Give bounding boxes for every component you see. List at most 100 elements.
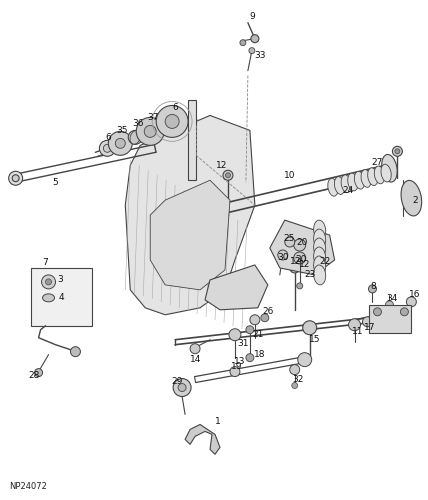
Ellipse shape [334, 176, 345, 194]
Bar [369, 305, 411, 332]
Circle shape [246, 354, 254, 362]
Circle shape [400, 308, 408, 316]
Bar [30, 268, 92, 326]
Ellipse shape [328, 178, 338, 196]
Circle shape [12, 174, 19, 182]
Ellipse shape [341, 175, 351, 192]
Text: 27: 27 [372, 158, 383, 167]
Circle shape [292, 382, 298, 388]
Circle shape [363, 317, 372, 327]
Circle shape [42, 275, 56, 289]
Text: 29: 29 [172, 377, 183, 386]
Text: 26: 26 [262, 308, 273, 316]
Text: 22: 22 [319, 258, 330, 266]
Circle shape [251, 34, 259, 42]
Circle shape [386, 301, 393, 309]
Text: 37: 37 [148, 113, 159, 122]
Circle shape [369, 285, 377, 293]
Ellipse shape [381, 164, 391, 182]
Circle shape [128, 130, 142, 144]
Ellipse shape [374, 166, 385, 184]
Circle shape [71, 346, 80, 356]
Text: 3: 3 [58, 276, 63, 284]
Circle shape [294, 252, 306, 264]
Circle shape [250, 315, 260, 325]
Circle shape [136, 118, 164, 146]
Ellipse shape [348, 173, 358, 191]
Text: 8: 8 [371, 282, 376, 292]
Circle shape [190, 344, 200, 353]
Ellipse shape [354, 172, 365, 189]
Ellipse shape [42, 294, 54, 302]
Circle shape [230, 366, 240, 376]
Text: 14: 14 [190, 355, 202, 364]
Text: 15: 15 [309, 335, 321, 344]
Polygon shape [185, 424, 220, 454]
Circle shape [278, 250, 288, 260]
Circle shape [223, 170, 233, 180]
Circle shape [290, 364, 300, 374]
Text: 1: 1 [215, 417, 221, 426]
Text: 35: 35 [116, 126, 128, 135]
Circle shape [229, 328, 241, 340]
Circle shape [35, 368, 42, 376]
Circle shape [297, 283, 303, 289]
Ellipse shape [314, 229, 326, 249]
Ellipse shape [314, 256, 326, 276]
Text: 12: 12 [299, 260, 310, 270]
Text: 34: 34 [387, 294, 398, 304]
Ellipse shape [401, 180, 422, 216]
Text: 5: 5 [53, 178, 58, 186]
Text: 13: 13 [234, 357, 246, 366]
Circle shape [406, 297, 416, 307]
Text: 21: 21 [252, 330, 264, 339]
Circle shape [240, 40, 246, 46]
Circle shape [144, 126, 156, 138]
Polygon shape [205, 265, 268, 310]
Text: 23: 23 [304, 270, 315, 280]
Polygon shape [270, 220, 335, 275]
Text: 16: 16 [409, 290, 420, 300]
Circle shape [348, 319, 360, 330]
Circle shape [45, 279, 51, 285]
Circle shape [165, 114, 179, 128]
Text: 32: 32 [292, 375, 303, 384]
Text: 31: 31 [237, 339, 249, 348]
Ellipse shape [368, 168, 378, 186]
Text: 6: 6 [172, 103, 178, 112]
Polygon shape [125, 116, 255, 315]
Ellipse shape [314, 247, 326, 267]
Text: 24: 24 [342, 186, 353, 194]
Text: 17: 17 [364, 323, 375, 332]
Text: 30: 30 [277, 254, 288, 262]
Circle shape [115, 138, 125, 148]
Circle shape [290, 263, 300, 273]
Circle shape [108, 132, 132, 156]
Circle shape [303, 321, 317, 334]
Text: NP24072: NP24072 [9, 482, 47, 491]
Text: 12: 12 [216, 161, 228, 170]
Ellipse shape [314, 220, 326, 240]
Text: 6: 6 [105, 133, 111, 142]
Ellipse shape [314, 238, 326, 258]
Text: 25: 25 [283, 234, 294, 242]
Ellipse shape [314, 265, 326, 285]
Text: 19: 19 [231, 362, 243, 371]
Text: 20: 20 [296, 238, 307, 246]
Text: 20: 20 [295, 256, 306, 264]
Circle shape [261, 314, 269, 322]
Circle shape [246, 326, 254, 334]
Ellipse shape [382, 154, 397, 182]
Text: 7: 7 [43, 258, 48, 268]
Bar [188, 100, 196, 180]
Text: 28: 28 [28, 371, 39, 380]
Circle shape [374, 308, 381, 316]
Circle shape [9, 172, 23, 185]
Circle shape [285, 237, 295, 247]
Text: 10: 10 [284, 170, 295, 179]
Circle shape [99, 140, 115, 156]
Text: 11: 11 [352, 327, 363, 336]
Circle shape [178, 384, 186, 392]
Circle shape [298, 352, 312, 366]
Circle shape [156, 106, 188, 138]
